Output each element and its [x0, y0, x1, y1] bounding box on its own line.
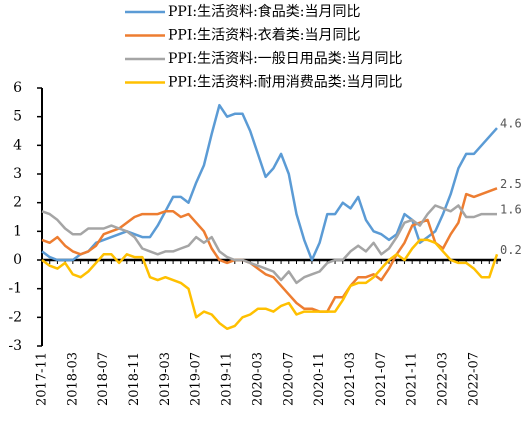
legend-label: PPI:生活资料:耐用消费品类:当月同比 [168, 75, 403, 91]
x-tick-label: 2019-11 [220, 352, 235, 406]
y-tick-label: 2 [13, 195, 22, 211]
y-tick-label: 5 [13, 109, 22, 125]
x-tick-label: 2018-07 [96, 352, 111, 406]
end-label: 4.6 [500, 117, 522, 131]
end-label: 2.5 [500, 177, 522, 191]
x-tick-label: 2019-07 [189, 352, 204, 406]
x-tick-label: 2020-07 [281, 352, 296, 406]
series-line [41, 204, 497, 285]
end-label: 1.6 [500, 203, 522, 217]
y-tick-label: 4 [13, 137, 22, 153]
legend-label: PPI:生活资料:衣着类:当月同比 [168, 28, 361, 44]
y-tick-label: 1 [13, 223, 22, 239]
series-line [41, 187, 498, 313]
y-tick-label: 6 [13, 80, 22, 96]
y-tick-label: -1 [8, 281, 22, 297]
x-tick-label: 2021-11 [405, 352, 420, 406]
y-tick-label: 3 [13, 166, 22, 182]
end-label: 0.2 [500, 243, 522, 257]
x-tick-label: 2020-03 [250, 352, 265, 406]
y-tick-label: 0 [13, 252, 22, 268]
series-line [41, 238, 499, 331]
series-line [41, 103, 498, 262]
x-tick-label: 2021-07 [374, 352, 389, 406]
x-tick-label: 2022-07 [466, 352, 481, 406]
x-tick-label: 2018-11 [127, 352, 142, 406]
x-tick-label: 2019-03 [158, 352, 173, 406]
legend-label: PPI:生活资料:一般日用品类:当月同比 [168, 51, 403, 67]
y-tick-label: -3 [8, 338, 22, 354]
y-tick-label: -2 [8, 309, 22, 325]
x-tick-label: 2020-11 [312, 352, 327, 406]
x-tick-label: 2018-03 [65, 352, 80, 406]
legend-label: PPI:生活资料:食品类:当月同比 [168, 3, 361, 20]
x-tick-label: 2022-03 [436, 352, 451, 406]
x-tick-label: 2017-11 [35, 352, 50, 406]
x-tick-label: 2021-03 [343, 352, 358, 406]
